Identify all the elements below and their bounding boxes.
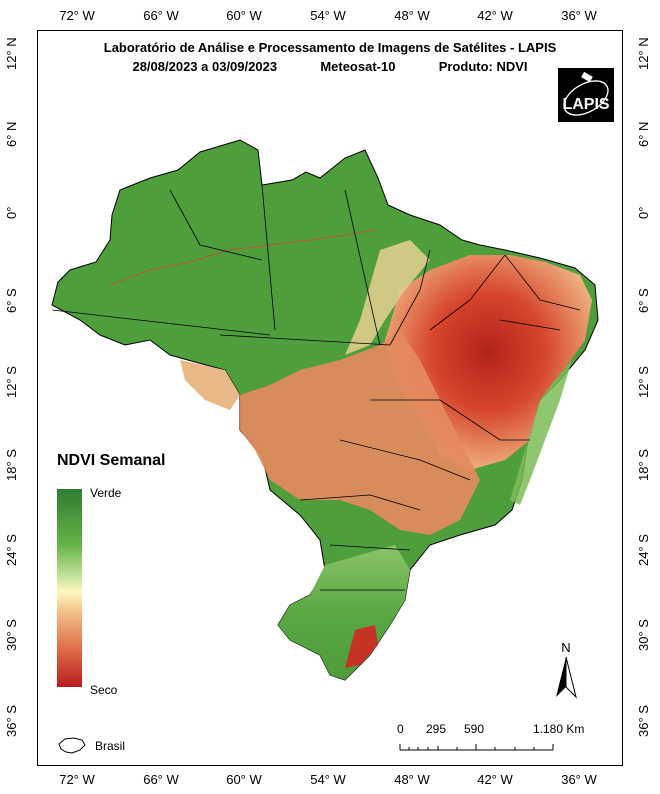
satellite-icon [563, 71, 609, 116]
logo-text: LAPIS [562, 96, 610, 113]
lat-tick: 12° S [636, 366, 651, 398]
scale-label: 590 [464, 722, 485, 736]
lon-tick: 42° W [477, 8, 513, 23]
coastal-strip [510, 360, 572, 505]
north-arrow-icon [556, 656, 577, 699]
north-arrow: N [552, 640, 580, 704]
lon-tick: 60° W [226, 8, 262, 23]
south-region [278, 545, 410, 680]
lat-tick: 30° S [4, 619, 19, 651]
lon-tick: 48° W [394, 8, 430, 23]
lon-tick: 60° W [226, 772, 262, 787]
lat-tick: 12° N [4, 37, 19, 70]
scale-label: 295 [426, 722, 447, 736]
legend-title: NDVI Semanal [57, 452, 166, 469]
date-range: 28/08/2023 a 03/09/2023 [132, 59, 278, 74]
sensor-name: Meteosat-10 [320, 59, 396, 74]
transition-band [345, 240, 430, 355]
lat-tick: 36° S [4, 705, 19, 737]
lat-tick: 6° S [636, 288, 651, 313]
lat-tick: 12° S [4, 366, 19, 398]
lon-tick: 66° W [143, 8, 179, 23]
lat-tick: 0° [636, 206, 651, 219]
dry-region-west [180, 360, 240, 410]
lon-tick: 54° W [310, 772, 346, 787]
map-title: Laboratório de Análise e Processamento d… [103, 40, 557, 55]
lat-tick: 36° S [636, 705, 651, 737]
lon-tick: 66° W [143, 772, 179, 787]
lon-tick: 36° W [561, 8, 597, 23]
north-label: N [561, 640, 571, 655]
lat-tick: 18° S [636, 449, 651, 481]
lat-tick: 12° N [636, 37, 651, 70]
legend-low-label: Seco [90, 683, 118, 697]
lat-tick: 6° N [636, 121, 651, 147]
scale-ruler [399, 744, 554, 751]
dry-region-central [240, 330, 480, 535]
lat-tick: 6° N [4, 121, 19, 147]
scale-label: 1.180 Km [533, 722, 585, 736]
lat-tick: 24° S [4, 534, 19, 566]
lat-tick: 30° S [636, 619, 651, 651]
ndvi-color-ramp [57, 489, 82, 687]
lat-tick: 0° [4, 206, 19, 219]
map-subtitle: 28/08/2023 a 03/09/2023 Meteosat-10 Prod… [40, 59, 620, 74]
lon-tick: 54° W [310, 8, 346, 23]
lon-tick: 42° W [477, 772, 513, 787]
ndvi-map [51, 139, 599, 681]
amazon-river [109, 229, 376, 286]
lon-tick: 48° W [394, 772, 430, 787]
dry-patch-south [345, 625, 378, 668]
product-name: Produto: NDVI [438, 59, 528, 74]
state-borders [51, 184, 581, 591]
legend-outline-label: Brasil [95, 739, 126, 753]
lon-tick: 72° W [59, 8, 95, 23]
legend-high-label: Verde [90, 486, 122, 500]
lapis-logo: LAPIS [558, 68, 614, 122]
lat-tick: 18° S [4, 449, 19, 481]
lon-tick: 72° W [59, 772, 95, 787]
lon-tick: 36° W [561, 772, 597, 787]
scale-label: 0 [397, 722, 404, 736]
brasil-outline-icon [58, 737, 86, 754]
lat-tick: 24° S [636, 534, 651, 566]
lat-tick: 6° S [4, 288, 19, 313]
